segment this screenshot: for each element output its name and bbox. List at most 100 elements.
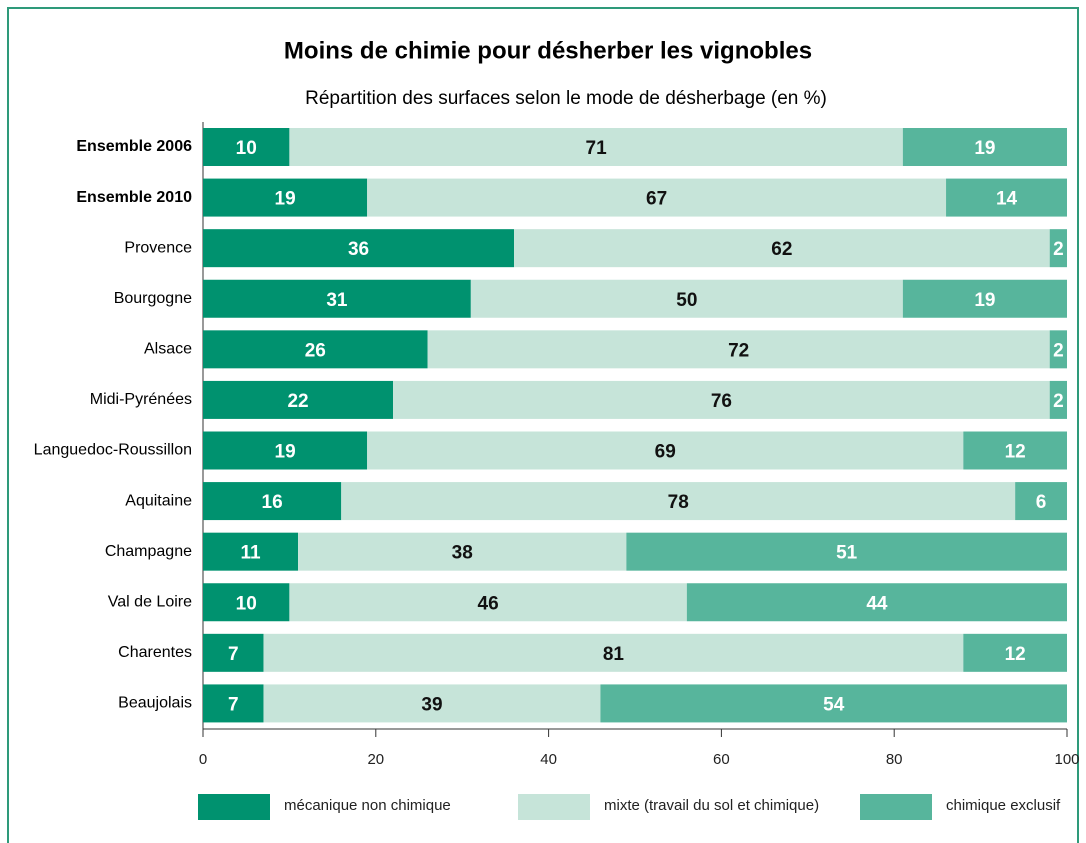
y-tick-label: Languedoc-Roussillon xyxy=(34,442,192,459)
data-label: 36 xyxy=(348,239,369,260)
bar-segment xyxy=(203,633,264,672)
legend-label: mixte (travail du sol et chimique) xyxy=(604,797,819,814)
y-tick-label: Ensemble 2010 xyxy=(76,189,192,206)
bar-segment xyxy=(902,279,1067,318)
chart-title: Moins de chimie pour désherber les vigno… xyxy=(284,37,812,64)
bar-segment xyxy=(203,684,264,723)
data-label: 78 xyxy=(668,492,689,513)
data-label: 2 xyxy=(1053,391,1064,412)
bar-segment xyxy=(1015,482,1067,521)
legend-swatch xyxy=(518,794,590,820)
x-tick-label: 100 xyxy=(1054,751,1079,768)
data-label: 81 xyxy=(603,644,625,665)
data-label: 54 xyxy=(823,694,845,715)
bar-segment xyxy=(1049,330,1067,369)
y-tick-label: Champagne xyxy=(105,543,192,560)
bar-segment xyxy=(289,128,903,166)
bar-segment xyxy=(946,178,1067,217)
bar-segment xyxy=(963,431,1067,470)
y-tick-label: Val de Loire xyxy=(108,593,192,610)
data-label: 2 xyxy=(1053,239,1064,260)
frame xyxy=(7,7,1079,843)
data-label: 7 xyxy=(228,644,239,665)
y-tick-label: Bourgogne xyxy=(114,290,192,307)
data-label: 10 xyxy=(236,138,257,159)
bar-segment xyxy=(470,279,903,318)
bar-segment xyxy=(203,431,368,470)
bar-segment xyxy=(1049,229,1067,268)
data-label: 19 xyxy=(974,138,995,159)
bar-segment xyxy=(203,380,394,419)
bar-segment xyxy=(203,532,299,571)
data-label: 51 xyxy=(836,543,858,564)
x-tick-label: 20 xyxy=(367,751,384,768)
data-label: 22 xyxy=(287,391,308,412)
data-label: 62 xyxy=(771,239,792,260)
data-label: 38 xyxy=(452,543,473,564)
data-label: 72 xyxy=(728,340,749,361)
bar-segment xyxy=(686,583,1067,622)
bar-segment xyxy=(203,583,290,622)
y-tick-label: Aquitaine xyxy=(125,492,192,509)
y-tick-label: Beaujolais xyxy=(118,695,192,712)
data-label: 26 xyxy=(305,340,326,361)
data-label: 12 xyxy=(1005,644,1026,665)
bar-segment xyxy=(367,178,947,217)
bar-segment xyxy=(963,633,1067,672)
bar-segment xyxy=(289,583,687,622)
data-label: 69 xyxy=(655,442,676,463)
x-tick-label: 60 xyxy=(713,751,730,768)
bar-segment xyxy=(203,330,428,369)
x-tick-label: 40 xyxy=(540,751,557,768)
data-label: 31 xyxy=(326,290,348,311)
legend-label: mécanique non chimique xyxy=(284,797,451,814)
bar-segment xyxy=(203,128,290,166)
y-tick-label: Ensemble 2006 xyxy=(76,138,192,155)
data-label: 19 xyxy=(275,189,296,210)
legend-swatch xyxy=(198,794,270,820)
x-tick-label: 80 xyxy=(886,751,903,768)
x-tick-label: 0 xyxy=(199,751,207,768)
bar-segment xyxy=(902,128,1067,166)
data-label: 7 xyxy=(228,694,239,715)
bar-segment xyxy=(600,684,1067,723)
data-label: 6 xyxy=(1036,492,1047,513)
y-tick-label: Midi-Pyrénées xyxy=(90,391,192,408)
data-label: 11 xyxy=(240,543,261,564)
bar-segment xyxy=(341,482,1016,521)
data-label: 67 xyxy=(646,189,667,210)
bar-segment xyxy=(203,178,368,217)
data-label: 50 xyxy=(676,290,697,311)
data-label: 71 xyxy=(586,138,608,159)
data-label: 46 xyxy=(478,593,499,614)
bar-segment xyxy=(626,532,1067,571)
bar-segment xyxy=(514,229,1050,268)
bar-segment xyxy=(1049,380,1067,419)
bar-segment xyxy=(263,633,964,672)
chart-subtitle: Répartition des surfaces selon le mode d… xyxy=(305,88,827,109)
data-label: 12 xyxy=(1005,442,1026,463)
legend-label: chimique exclusif xyxy=(946,797,1061,814)
data-label: 14 xyxy=(996,189,1018,210)
data-label: 76 xyxy=(711,391,732,412)
data-label: 10 xyxy=(236,593,257,614)
legend-swatch xyxy=(860,794,932,820)
y-tick-label: Provence xyxy=(124,239,192,256)
bar-segment xyxy=(203,229,515,268)
bar-segment xyxy=(393,380,1050,419)
bar-segment xyxy=(203,279,471,318)
bar-segment xyxy=(427,330,1050,369)
bar-segment xyxy=(263,684,601,723)
data-label: 2 xyxy=(1053,340,1064,361)
y-tick-label: Alsace xyxy=(144,341,192,358)
bar-segment xyxy=(203,482,342,521)
bar-segment xyxy=(367,431,964,470)
bar-segment xyxy=(298,532,627,571)
data-label: 39 xyxy=(421,694,442,715)
data-label: 44 xyxy=(866,593,888,614)
data-label: 16 xyxy=(262,492,283,513)
y-tick-label: Charentes xyxy=(118,644,192,661)
data-label: 19 xyxy=(275,442,296,463)
data-label: 19 xyxy=(974,290,995,311)
